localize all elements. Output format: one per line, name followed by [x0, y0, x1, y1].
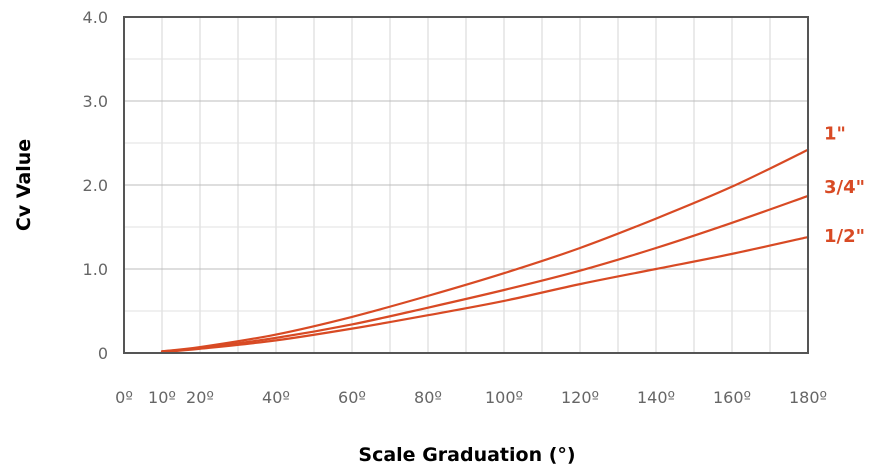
grid-lines	[124, 17, 808, 353]
x-tick-label: 80º	[414, 388, 442, 407]
series-labels: 1" 3/4" 1/2"	[824, 124, 865, 247]
y-axis-title: Cv Value	[13, 139, 35, 231]
y-tick-label: 0	[98, 344, 108, 363]
x-tick-label: 60º	[338, 388, 366, 407]
x-tick-label: 160º	[713, 388, 751, 407]
y-tick-labels: 0 1.0 2.0 3.0 4.0	[83, 8, 108, 363]
y-tick-label: 3.0	[83, 92, 108, 111]
series-line	[160, 148, 810, 353]
series-label: 1/2"	[824, 226, 865, 247]
series-label: 1"	[824, 124, 846, 145]
plot-frame	[123, 16, 809, 354]
x-tick-label: 0º	[115, 388, 133, 407]
series-label: 3/4"	[824, 177, 865, 198]
x-tick-label: 140º	[637, 388, 675, 407]
x-tick-labels: 0º 10º 20º 40º 60º 80º 100º 120º 140º 160º 180º	[115, 388, 827, 407]
series-line	[160, 194, 810, 353]
y-tick-label: 4.0	[83, 8, 108, 27]
series-line	[160, 235, 810, 354]
x-tick-label: 10º	[148, 388, 176, 407]
y-tick-label: 2.0	[83, 176, 108, 195]
x-tick-label: 120º	[561, 388, 599, 407]
x-tick-label: 100º	[485, 388, 523, 407]
y-tick-label: 1.0	[83, 260, 108, 279]
series-curves	[160, 148, 810, 354]
x-tick-label: 180º	[789, 388, 827, 407]
x-axis-title: Scale Graduation (°)	[358, 444, 575, 466]
x-tick-label: 20º	[186, 388, 214, 407]
x-tick-label: 40º	[262, 388, 290, 407]
